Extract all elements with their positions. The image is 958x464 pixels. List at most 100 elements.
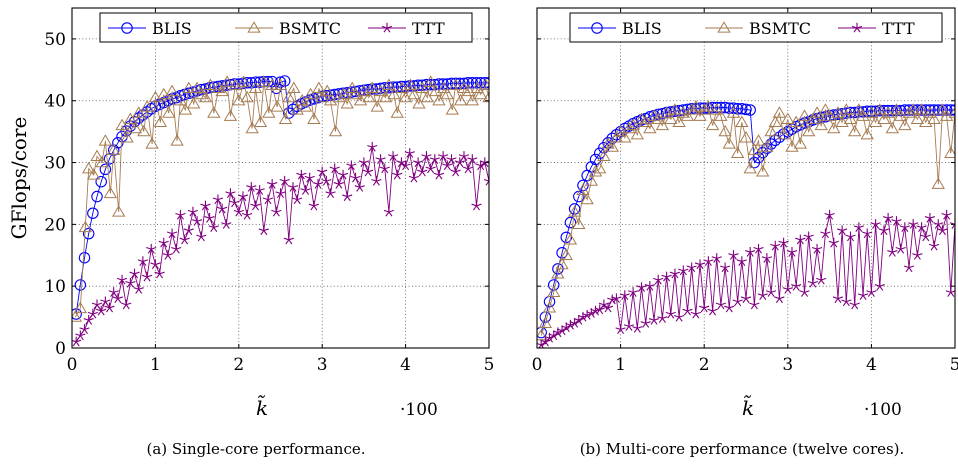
- data-point: [743, 161, 757, 174]
- data-point: [407, 87, 421, 100]
- data-point: [125, 277, 136, 288]
- data-point: [225, 188, 236, 198]
- data-point: [651, 112, 665, 124]
- data-point: [715, 299, 727, 310]
- data-point: [479, 77, 489, 89]
- data-point: [357, 84, 371, 97]
- data-point: [680, 109, 695, 121]
- data-point: [693, 109, 707, 121]
- data-point: [392, 169, 403, 180]
- data-point: [287, 182, 299, 192]
- data-point: [262, 194, 274, 205]
- data-point: [90, 149, 104, 162]
- data-point: [882, 212, 894, 223]
- data-point: [564, 216, 577, 229]
- data-point: [831, 106, 845, 118]
- data-point: [589, 153, 602, 166]
- data-point: [852, 103, 866, 115]
- data-point: [736, 256, 747, 266]
- data-point: [237, 75, 251, 87]
- data-point: [923, 106, 937, 118]
- data-point: [72, 308, 82, 320]
- data-point: [718, 124, 732, 137]
- x-tick-labels: 0 1 2 3 4 5: [67, 355, 495, 375]
- series-bsmtc: [72, 75, 489, 322]
- data-point: [786, 246, 798, 257]
- data-point: [664, 112, 678, 124]
- data-point: [141, 271, 153, 282]
- data-point: [874, 104, 886, 117]
- data-point: [175, 209, 186, 220]
- data-point: [862, 228, 873, 239]
- data-point: [187, 97, 201, 109]
- data-point: [133, 284, 144, 294]
- data-point: [841, 296, 852, 307]
- data-point: [782, 284, 793, 294]
- series-blis: [72, 75, 489, 320]
- data-point: [325, 188, 336, 198]
- data-point: [919, 115, 933, 128]
- plot-frame: [71, 7, 490, 349]
- data-point: [661, 271, 672, 282]
- data-point: [107, 143, 121, 155]
- data-point: [584, 174, 599, 186]
- data-point: [162, 106, 176, 118]
- data-point: [807, 277, 819, 288]
- data-point: [329, 163, 340, 174]
- data-point: [639, 115, 653, 128]
- series-line: [75, 147, 489, 343]
- data-point: [774, 293, 785, 304]
- data-point: [657, 313, 668, 323]
- data-point: [415, 81, 429, 94]
- data-point: [191, 216, 203, 226]
- data-point: [832, 293, 844, 304]
- data-point: [576, 183, 590, 196]
- data-point: [453, 93, 468, 106]
- data-point: [878, 225, 890, 236]
- data-point: [404, 148, 415, 158]
- legend-entry-ttt: TTT: [368, 19, 445, 38]
- data-point: [874, 280, 885, 291]
- data-point: [417, 166, 428, 177]
- data-point: [370, 100, 384, 112]
- data-point: [753, 243, 764, 254]
- data-point: [204, 212, 215, 223]
- x-axis-label: k̃: [256, 394, 268, 420]
- x-tick-label: 3: [782, 355, 793, 375]
- data-point: [471, 200, 482, 211]
- data-point: [467, 154, 478, 164]
- data-point: [920, 231, 931, 242]
- data-point: [597, 149, 611, 162]
- data-point: [337, 87, 351, 100]
- data-point: [702, 102, 715, 114]
- data-point: [290, 103, 304, 115]
- data-point: [701, 100, 716, 112]
- data-point: [479, 157, 489, 168]
- data-point: [764, 124, 778, 137]
- plot-marks: [537, 100, 955, 348]
- data-point: [818, 103, 833, 115]
- data-point: [267, 178, 278, 189]
- data-point: [375, 154, 386, 164]
- data-point: [910, 112, 925, 124]
- data-point: [78, 251, 91, 264]
- data-point: [845, 231, 856, 242]
- data-point: [628, 287, 639, 297]
- data-point: [730, 146, 745, 158]
- data-point: [312, 178, 324, 189]
- data-point: [776, 127, 791, 140]
- data-point: [885, 121, 899, 134]
- data-point: [911, 104, 924, 116]
- data-point: [190, 81, 204, 94]
- data-point: [216, 203, 228, 214]
- data-point: [908, 219, 919, 229]
- data-point: [253, 115, 268, 128]
- data-point: [121, 299, 132, 310]
- legend-entry-blis: BLIS: [108, 19, 192, 38]
- data-point: [803, 231, 814, 242]
- series-ttt: [72, 141, 489, 347]
- legend-marker: [121, 22, 133, 34]
- data-point: [99, 163, 112, 176]
- data-point: [298, 100, 313, 112]
- data-point: [878, 104, 890, 117]
